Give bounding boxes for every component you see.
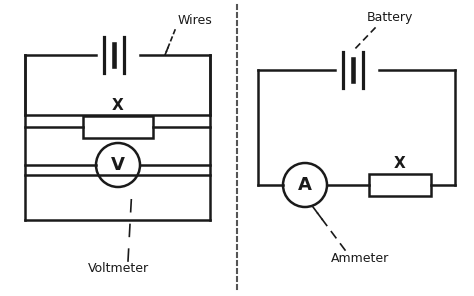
- Text: Voltmeter: Voltmeter: [87, 261, 148, 274]
- Text: X: X: [112, 98, 124, 113]
- Text: V: V: [111, 156, 125, 174]
- Text: Battery: Battery: [367, 12, 413, 25]
- Text: A: A: [298, 176, 312, 194]
- Bar: [369, 174, 431, 196]
- Text: Wires: Wires: [178, 14, 213, 27]
- Text: X: X: [394, 156, 406, 171]
- Bar: [83, 116, 153, 138]
- Text: Ammeter: Ammeter: [331, 252, 389, 265]
